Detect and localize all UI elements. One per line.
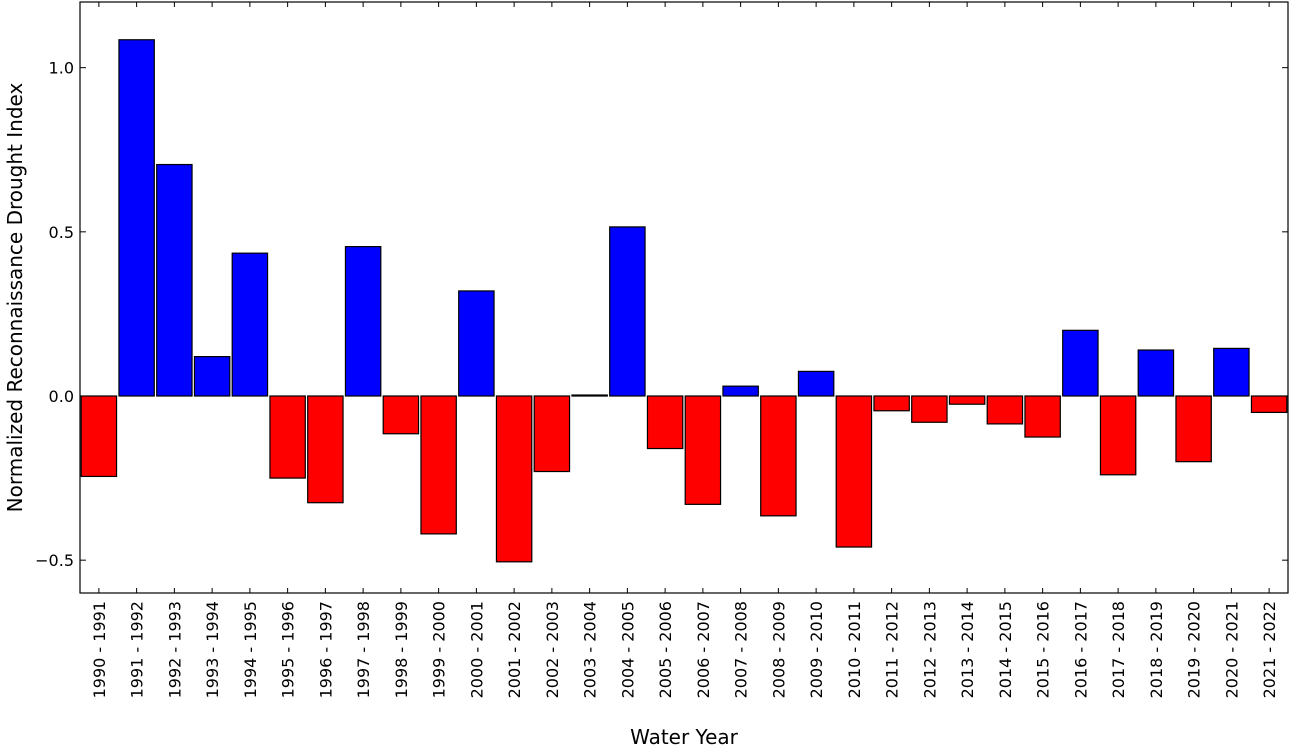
x-tick-label: 1992 - 1993 [165, 601, 184, 698]
x-tick-label: 2011 - 2012 [883, 601, 902, 698]
bar-2017-2018 [1099, 395, 1137, 476]
bar-1994-1995 [231, 252, 269, 397]
bar-2008-2009 [760, 395, 797, 517]
bar-2001-2002 [495, 395, 533, 563]
bar-1997-1998 [344, 246, 382, 397]
x-tick-label: 2008 - 2009 [769, 601, 788, 698]
x-tick-label: 2005 - 2006 [656, 601, 675, 698]
bar-1993-1994 [193, 356, 231, 397]
x-tick-label: 1990 - 1991 [90, 601, 109, 698]
x-tick-label: 2009 - 2010 [807, 601, 826, 698]
x-tick-label: 2003 - 2004 [581, 601, 600, 698]
bar-2020-2021 [1213, 347, 1250, 397]
bar-2004-2005 [609, 226, 646, 397]
bar-1995-1996 [269, 395, 306, 479]
bar-2021-2022 [1250, 395, 1288, 414]
x-tick-label: 2018 - 2019 [1147, 601, 1166, 698]
x-tick-label: 2019 - 2020 [1185, 601, 1204, 698]
x-tick-label: 2012 - 2013 [920, 601, 939, 698]
bar-2005-2006 [646, 395, 684, 450]
bar-1991-1992 [118, 39, 155, 397]
bar-1998-1999 [382, 395, 420, 435]
bar-2002-2003 [533, 395, 571, 473]
bar-1990-1991 [80, 395, 118, 478]
x-tick-label: 1993 - 1994 [203, 601, 222, 698]
bar-1992-1993 [156, 163, 193, 397]
bar-2003-2004 [571, 394, 608, 397]
x-tick-label: 1999 - 2000 [430, 601, 449, 698]
x-tick-label: 2020 - 2021 [1222, 601, 1241, 698]
bar-2018-2019 [1137, 349, 1175, 397]
y-tick-label: −0.5 [35, 551, 74, 570]
x-tick-label: 2010 - 2011 [845, 601, 864, 698]
y-axis-label: Normalized Reconnaissance Drought Index [3, 83, 27, 513]
y-tick-label: 0.5 [49, 223, 74, 242]
bar-2007-2008 [722, 385, 759, 397]
x-tick-label: 2001 - 2002 [505, 601, 524, 698]
bar-2019-2020 [1175, 395, 1212, 463]
bar-2012-2013 [911, 395, 948, 423]
bar-1996-1997 [307, 395, 344, 504]
x-tick-label: 2004 - 2005 [618, 601, 637, 698]
y-tick-label: 0.0 [49, 387, 74, 406]
bar-2000-2001 [458, 290, 495, 397]
x-axis-label: Water Year [630, 725, 739, 749]
bar-2015-2016 [1024, 395, 1061, 438]
y-axis-ticks: −0.5 0.0 0.5 1.0 [35, 59, 1288, 570]
bar-2006-2007 [684, 395, 722, 505]
bar-2009-2010 [797, 370, 835, 397]
x-tick-label: 2000 - 2001 [467, 601, 486, 698]
bar-2016-2017 [1062, 329, 1099, 397]
x-tick-label: 1991 - 1992 [128, 601, 147, 698]
x-tick-label: 1997 - 1998 [354, 601, 373, 698]
x-tick-label: 2002 - 2003 [543, 601, 562, 698]
bar-2013-2014 [948, 395, 986, 405]
plot-frame [79, 1, 1289, 594]
x-tick-label: 2014 - 2015 [996, 601, 1015, 698]
x-tick-label: 1998 - 1999 [392, 601, 411, 698]
bar-2011-2012 [873, 395, 910, 412]
x-tick-label: 1995 - 1996 [279, 601, 298, 698]
x-tick-label: 2017 - 2018 [1109, 601, 1128, 698]
x-tick-label: 2013 - 2014 [958, 601, 977, 698]
bars-group [80, 39, 1288, 563]
bar-2010-2011 [835, 395, 873, 548]
x-tick-label: 2015 - 2016 [1034, 601, 1053, 698]
x-tick-label: 2006 - 2007 [694, 601, 713, 698]
x-tick-label: 1994 - 1995 [241, 601, 260, 698]
bar-1999-2000 [420, 395, 457, 535]
x-tick-label: 2021 - 2022 [1260, 601, 1279, 698]
y-tick-label: 1.0 [49, 59, 74, 78]
x-tick-label: 2007 - 2008 [732, 601, 751, 698]
x-tick-label: 2016 - 2017 [1071, 601, 1090, 698]
bar-2014-2015 [986, 395, 1024, 425]
x-axis-ticks: 1990 - 1991 1991 - 1992 1992 - 1993 1993 - … [90, 2, 1279, 698]
x-tick-label: 1996 - 1997 [316, 601, 335, 698]
